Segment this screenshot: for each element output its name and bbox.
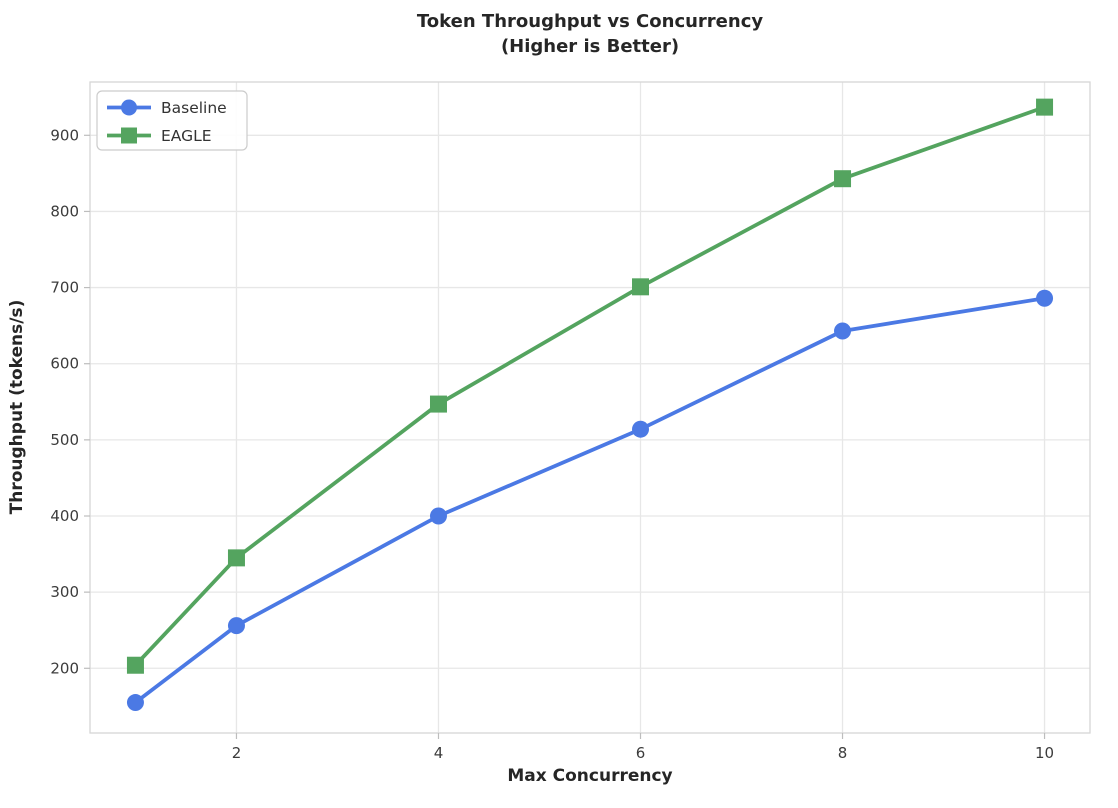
marker-eagle-2 bbox=[429, 395, 447, 413]
marker-baseline-4 bbox=[834, 322, 852, 340]
chart-subtitle: (Higher is Better) bbox=[501, 36, 679, 57]
legend: Baseline EAGLE bbox=[96, 90, 248, 151]
legend-label: EAGLE bbox=[161, 127, 212, 145]
marker-eagle-5 bbox=[1036, 98, 1054, 116]
series-line-eagle bbox=[133, 105, 1047, 668]
y-tick-label: 700 bbox=[50, 279, 79, 297]
marker-baseline-1 bbox=[227, 617, 245, 635]
y-axis-label: Throughput (tokens/s) bbox=[7, 300, 27, 515]
legend-item-baseline: Baseline bbox=[107, 99, 227, 117]
y-tick-label: 800 bbox=[50, 202, 79, 220]
marker-baseline-2 bbox=[429, 507, 447, 525]
plot-frame bbox=[89, 81, 1091, 734]
legend-marker-square bbox=[121, 127, 137, 144]
marker-baseline-5 bbox=[1036, 289, 1054, 307]
marker-eagle-3 bbox=[632, 278, 650, 296]
y-tick-label: 400 bbox=[50, 507, 79, 525]
series-layer bbox=[126, 98, 1054, 712]
x-tick-label: 10 bbox=[1035, 744, 1054, 762]
x-axis-label: Max Concurrency bbox=[507, 766, 672, 786]
x-tick-label: 8 bbox=[838, 744, 848, 762]
marker-baseline-3 bbox=[632, 420, 650, 438]
marker-eagle-0 bbox=[126, 656, 144, 674]
legend-item-eagle: EAGLE bbox=[107, 127, 212, 145]
chart-title: Token Throughput vs Concurrency bbox=[417, 11, 763, 32]
marker-eagle-4 bbox=[834, 170, 852, 188]
tick-layer: 2 4 6 8 10 200 300 400 500 600 700 800 900 bbox=[50, 126, 1054, 762]
legend-label: Baseline bbox=[161, 99, 227, 117]
y-tick-label: 200 bbox=[50, 659, 79, 677]
y-tick-label: 600 bbox=[50, 355, 79, 373]
grid-layer bbox=[90, 82, 1090, 733]
marker-baseline-0 bbox=[126, 694, 144, 712]
x-tick-label: 6 bbox=[636, 744, 646, 762]
series-line-baseline bbox=[133, 296, 1047, 705]
marker-eagle-1 bbox=[227, 549, 245, 567]
y-tick-label: 900 bbox=[50, 126, 79, 144]
legend-marker-circle bbox=[121, 99, 137, 116]
y-tick-label: 500 bbox=[50, 431, 79, 449]
y-tick-label: 300 bbox=[50, 583, 79, 601]
x-tick-label: 2 bbox=[232, 744, 242, 762]
x-tick-label: 4 bbox=[434, 744, 444, 762]
